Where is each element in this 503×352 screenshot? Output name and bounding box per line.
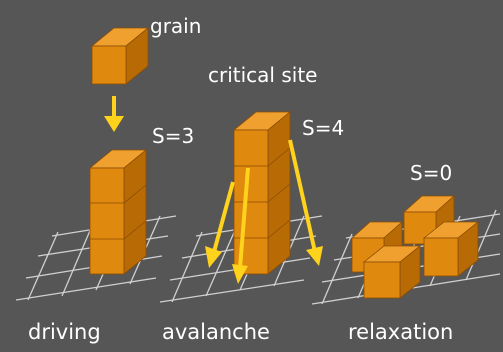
relaxed-cube-front <box>362 245 422 299</box>
stage-label-avalanche: avalanche <box>162 320 270 344</box>
relaxed-cube-right <box>422 221 480 277</box>
drop-arrow <box>104 96 124 132</box>
s-relaxation-label: S=0 <box>410 161 452 185</box>
relaxation-cubes <box>350 195 480 299</box>
grain-cube <box>90 27 150 85</box>
grain-label: grain <box>150 14 201 38</box>
driving-stack <box>88 149 148 275</box>
toppling-arrows <box>205 139 323 284</box>
critical-site-label: critical site <box>208 63 317 87</box>
s-avalanche-label: S=4 <box>302 116 344 140</box>
stage-label-driving: driving <box>28 320 101 344</box>
s-driving-label: S=3 <box>152 124 194 148</box>
stage-label-relaxation: relaxation <box>348 320 453 344</box>
